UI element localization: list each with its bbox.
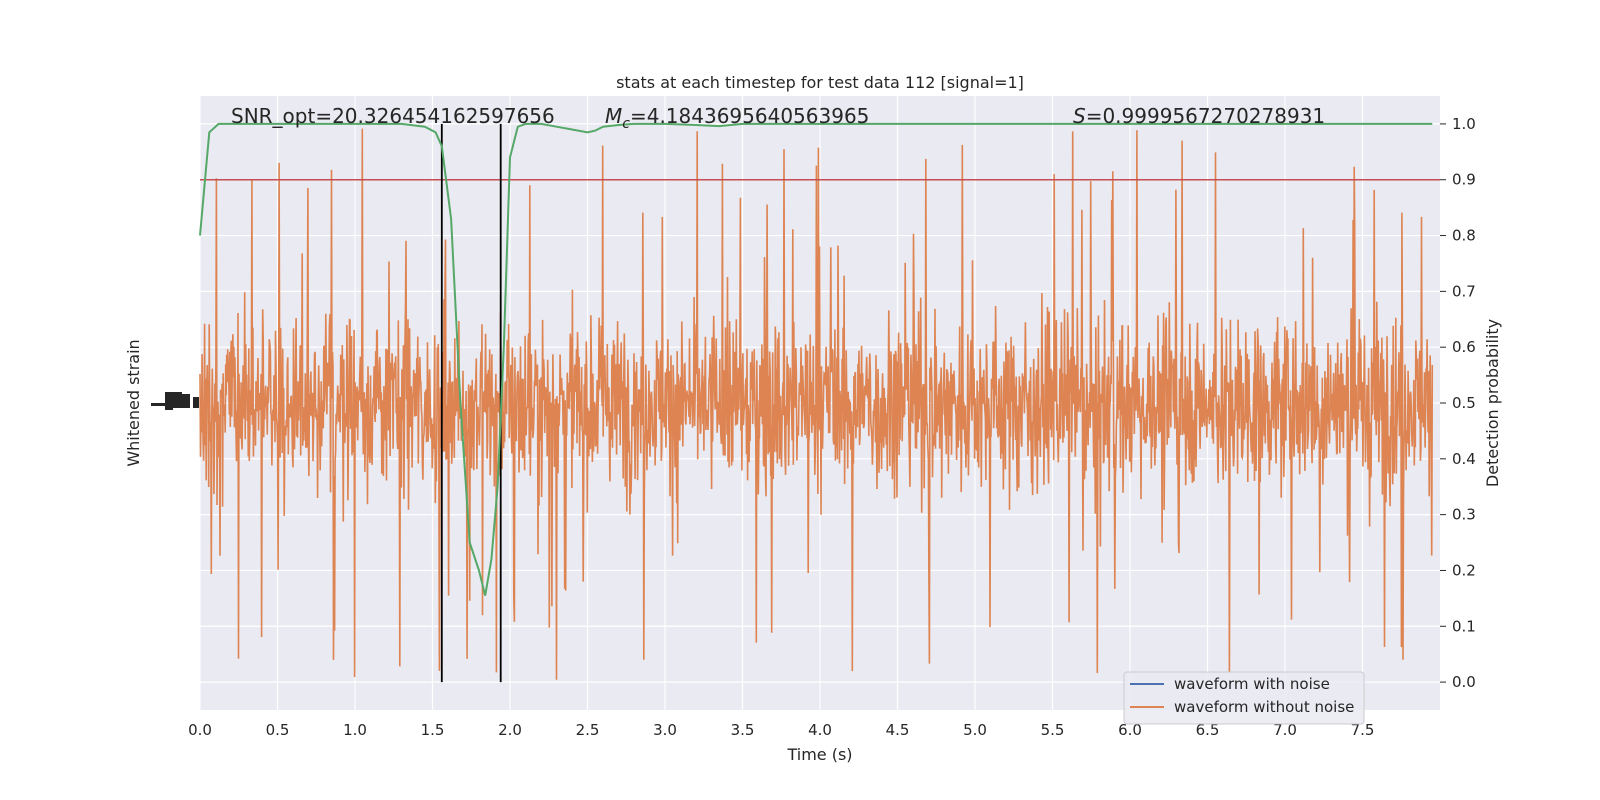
x-tick-label-6: 3.0 bbox=[653, 721, 677, 739]
left-tick-cluster bbox=[151, 392, 199, 410]
x-tick-label-9: 4.5 bbox=[886, 721, 910, 739]
y-tick-label-5: 0.5 bbox=[1452, 394, 1476, 412]
x-tick-label-14: 7.0 bbox=[1273, 721, 1297, 739]
x-tick-label-0: 0.0 bbox=[188, 721, 212, 739]
x-tick-label-3: 1.5 bbox=[421, 721, 445, 739]
legend-label-without-noise: waveform without noise bbox=[1174, 698, 1354, 716]
strain-series bbox=[199, 128, 1434, 680]
x-tick-label-15: 7.5 bbox=[1351, 721, 1375, 739]
snr-annotation: SNR_opt=20.326454162597656 bbox=[231, 104, 555, 128]
x-tick-label-8: 4.0 bbox=[808, 721, 832, 739]
x-tick-label-5: 2.5 bbox=[576, 721, 600, 739]
x-ticks: 0.0 0.5 1.0 1.5 2.0 2.5 3.0 3.5 4.0 4.5 5.0 5.5 6.0 6… bbox=[188, 721, 1374, 739]
y-left-axis-label: Whitened strain bbox=[124, 339, 143, 466]
legend: waveform with noise waveform without noi… bbox=[1123, 671, 1365, 725]
x-tick-label-11: 5.5 bbox=[1041, 721, 1065, 739]
legend-label-with-noise: waveform with noise bbox=[1174, 675, 1330, 693]
mc-symbol: M bbox=[605, 104, 622, 128]
y-tick-label-4: 0.4 bbox=[1452, 450, 1476, 468]
x-tick-label-12: 6.0 bbox=[1118, 721, 1142, 739]
mc-value: =4.1843695640563965 bbox=[630, 104, 869, 128]
mc-annotation: Mc=4.1843695640563965 bbox=[605, 104, 869, 132]
y-tick-label-2: 0.2 bbox=[1452, 561, 1476, 579]
x-tick-label-2: 1.0 bbox=[343, 721, 367, 739]
y-tick-label-9: 0.9 bbox=[1452, 171, 1476, 189]
y-tick-label-1: 0.1 bbox=[1452, 617, 1476, 635]
probability-series-line bbox=[199, 122, 1433, 596]
x-tick-label-7: 3.5 bbox=[731, 721, 755, 739]
x-tick-label-13: 6.5 bbox=[1196, 721, 1220, 739]
y-right-ticks: 0.0 0.1 0.2 0.3 0.4 0.5 0.6 0.7 0.8 0.9 1.0 bbox=[1440, 115, 1476, 691]
s-symbol: S bbox=[1073, 104, 1086, 128]
mc-subscript: c bbox=[622, 116, 630, 132]
x-tick-label-1: 0.5 bbox=[266, 721, 290, 739]
y-tick-label-6: 0.6 bbox=[1452, 338, 1476, 356]
x-axis-label: Time (s) bbox=[786, 745, 852, 764]
legend-box bbox=[1123, 671, 1365, 725]
y-tick-label-7: 0.7 bbox=[1452, 282, 1476, 300]
y-tick-label-8: 0.8 bbox=[1452, 227, 1476, 245]
x-tick-label-4: 2.0 bbox=[498, 721, 522, 739]
y-tick-label-10: 1.0 bbox=[1452, 115, 1476, 133]
x-tick-label-10: 5.0 bbox=[963, 721, 987, 739]
y-tick-label-0: 0.0 bbox=[1452, 673, 1476, 691]
s-value: =0.9999567270278931 bbox=[1086, 104, 1325, 128]
strain-trace bbox=[199, 128, 1434, 680]
s-annotation: S=0.9999567270278931 bbox=[1073, 104, 1325, 128]
y-right-axis-label: Detection probability bbox=[1483, 319, 1502, 487]
y-tick-label-3: 0.3 bbox=[1452, 506, 1476, 524]
chart-title: stats at each timestep for test data 112… bbox=[616, 73, 1024, 92]
